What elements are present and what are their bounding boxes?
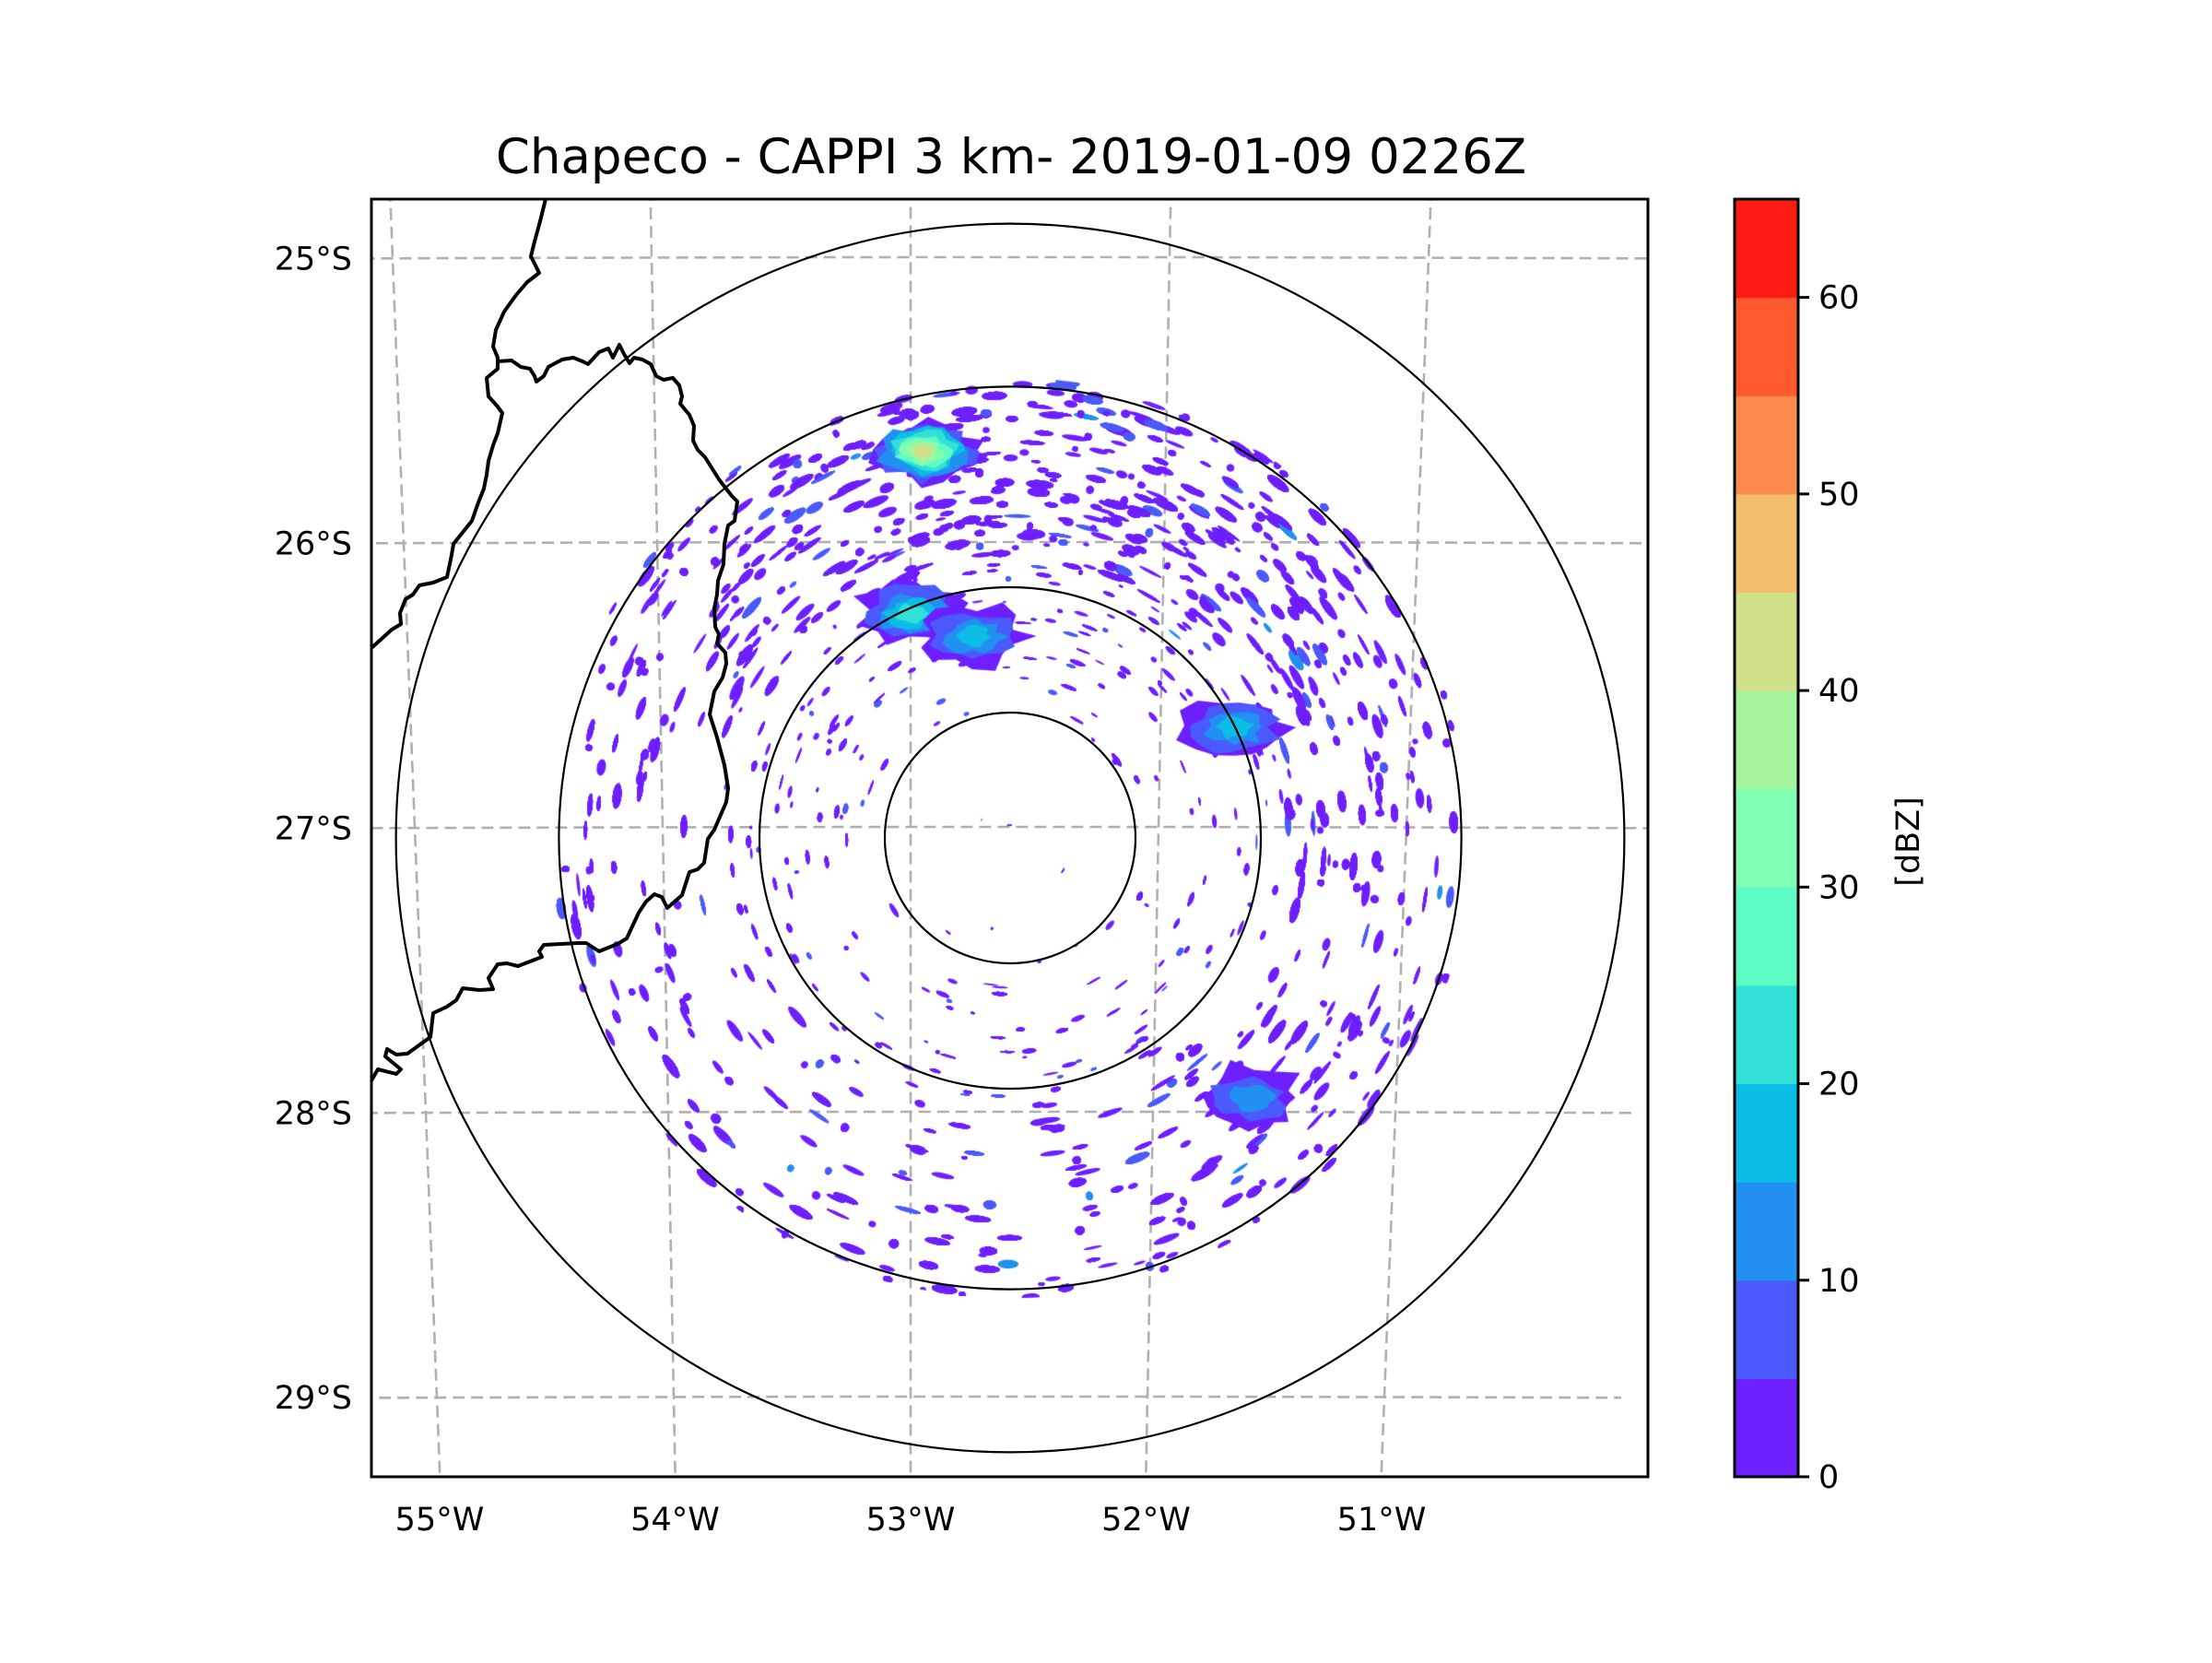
chart-title: Chapeco - CAPPI 3 km- 2019-01-09 0226Z: [496, 129, 1526, 185]
colorbar-bin: [1735, 493, 1798, 593]
colorbar-bin: [1735, 985, 1798, 1085]
colorbar-tick-label: 0: [1818, 1459, 1839, 1496]
colorbar-bin: [1735, 1083, 1798, 1183]
y-tick-label: 25°S: [275, 241, 352, 277]
x-tick-label: 54°W: [630, 1502, 720, 1539]
x-tick-label: 52°W: [1101, 1502, 1191, 1539]
colorbar-frame: [1733, 197, 1800, 1479]
colorbar-tick-label: 30: [1818, 869, 1860, 906]
colorbar-tick-label: 20: [1818, 1067, 1860, 1103]
border-line-west: [371, 199, 547, 650]
colorbar-bin: [1735, 1378, 1798, 1478]
y-axis-ticks: 25°S 26°S 27°S 28°S 29°S: [275, 241, 352, 1417]
colorbar-bin: [1735, 690, 1798, 790]
y-tick-label: 29°S: [275, 1380, 352, 1417]
colorbar-bin: [1735, 788, 1798, 888]
range-ring: [883, 711, 1137, 965]
x-tick-label: 51°W: [1337, 1502, 1427, 1539]
y-tick-label: 27°S: [275, 810, 352, 847]
range-rings: [394, 222, 1626, 1454]
range-ring: [758, 585, 1263, 1091]
x-tick-label: 53°W: [866, 1502, 956, 1539]
colorbar-bin: [1735, 887, 1798, 986]
x-tick-label: 55°W: [395, 1502, 485, 1539]
political-borders: [371, 199, 739, 1082]
colorbar-bin: [1735, 199, 1798, 299]
y-tick-label: 26°S: [275, 525, 352, 562]
plot-frame: [370, 197, 1650, 1479]
colorbar-bin: [1735, 395, 1798, 495]
colorbar-bin: [1735, 592, 1798, 691]
colorbar-bin: [1735, 1280, 1798, 1379]
range-ring: [558, 385, 1463, 1291]
colorbar-bins: [1735, 199, 1798, 1478]
colorbar-label: [dBZ]: [1890, 796, 1927, 887]
colorbar-bin: [1735, 297, 1798, 396]
colorbar-tick-label: 10: [1818, 1263, 1860, 1300]
colorbar-bin: [1735, 1182, 1798, 1281]
y-tick-label: 28°S: [275, 1095, 352, 1132]
x-axis-ticks: 55°W 54°W 53°W 52°W 51°W: [395, 1502, 1427, 1539]
colorbar-ticks: 0 10 20 30 40 50 60: [1798, 280, 1860, 1496]
colorbar: 0 10 20 30 40 50 60 [dBZ]: [1733, 197, 1927, 1496]
colorbar-tick-label: 40: [1818, 673, 1860, 710]
colorbar-tick-label: 60: [1818, 280, 1860, 317]
colorbar-tick-label: 50: [1818, 477, 1860, 513]
border-line-misiones: [371, 343, 739, 1082]
range-ring: [394, 222, 1626, 1454]
